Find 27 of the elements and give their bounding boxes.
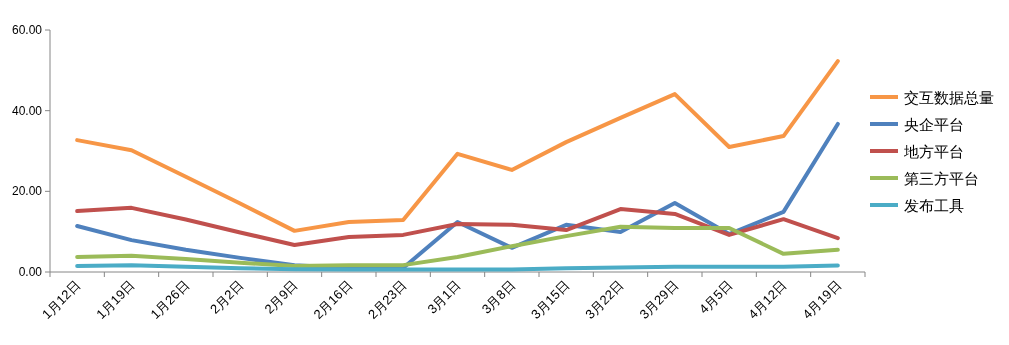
y-tick-label: 60.00 (11, 23, 43, 37)
legend-label: 央企平台 (904, 116, 964, 133)
line-series (75, 224, 840, 268)
x-tick-label: 2月23日 (364, 277, 410, 322)
x-tick-label: 3月8日 (478, 277, 518, 317)
x-tick-label: 4月19日 (799, 277, 844, 322)
x-tick-label: 3月29日 (636, 277, 681, 322)
legend-label: 交互数据总量 (904, 89, 994, 106)
y-tick-label: 40.00 (11, 103, 43, 118)
legend-label: 第三方平台 (904, 170, 979, 187)
x-tick-label: 2月9日 (261, 277, 301, 317)
legend-label: 发布工具 (904, 197, 964, 214)
x-tick-label: 1月19日 (93, 277, 138, 322)
legend-label: 地方平台 (903, 143, 964, 160)
x-tick-label: 2月2日 (207, 277, 247, 317)
line-series (75, 59, 840, 233)
x-tick-label: 2月16日 (310, 277, 355, 322)
x-tick-label: 4月5日 (696, 277, 736, 317)
y-tick-label: 20.00 (11, 184, 43, 199)
x-tick-label: 3月22日 (582, 277, 627, 322)
x-tick-label: 1月12日 (38, 277, 84, 322)
x-tick-label: 1月26日 (147, 277, 192, 322)
x-tick-label: 3月1日 (424, 277, 464, 317)
line-series (75, 205, 840, 247)
y-tick-label: 0.00 (18, 265, 43, 279)
x-tick-label: 3月15日 (527, 277, 573, 322)
x-tick-label: 4月12日 (745, 277, 790, 322)
